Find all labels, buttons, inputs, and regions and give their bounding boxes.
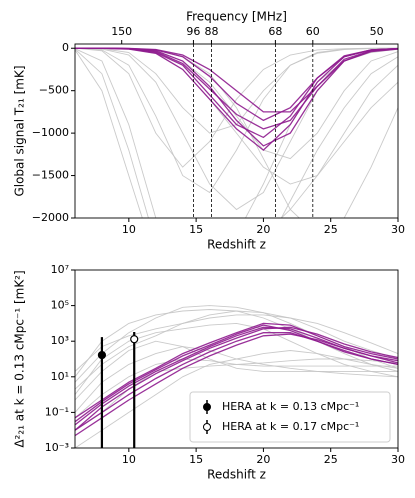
x-axis-title: Redshift z [207, 238, 266, 252]
data-point [97, 350, 107, 360]
x-tick-label: 20 [256, 223, 270, 236]
curve [75, 47, 398, 130]
curve [75, 48, 398, 218]
curve [75, 326, 398, 431]
legend-marker [203, 423, 211, 431]
y-tick-label: 10⁷ [51, 263, 69, 276]
curve [75, 47, 398, 168]
y-axis-title: Global signal T₂₁ [mK] [13, 65, 27, 196]
x2-tick-label: 60 [306, 25, 320, 38]
curve [75, 47, 398, 218]
x-tick-label: 10 [122, 453, 136, 466]
legend-box [189, 391, 391, 443]
curve [75, 47, 398, 147]
y-tick-label: 10⁵ [51, 299, 69, 312]
x-axis-title: Redshift z [207, 468, 266, 482]
y-tick-label: −1000 [32, 126, 69, 139]
curve [75, 333, 398, 437]
curve [75, 49, 398, 218]
curve [75, 314, 398, 372]
legend-marker [203, 403, 211, 411]
curve [75, 340, 398, 401]
plot-area [75, 47, 398, 218]
curve [75, 322, 398, 419]
curve [75, 350, 398, 448]
curve [75, 358, 398, 419]
x-tick-label: 20 [256, 453, 270, 466]
x2-tick-label: 68 [268, 25, 282, 38]
y-tick-label: 10⁻³ [45, 441, 69, 454]
x-tick-label: 30 [391, 453, 405, 466]
x-tick-label: 15 [189, 453, 203, 466]
x2-tick-label: 88 [204, 25, 218, 38]
plot-area [75, 305, 398, 448]
y-axis-title: Δ²₂₁ at k = 0.13 cMpc⁻¹ [mK²] [13, 270, 27, 447]
y-tick-label: 10¹ [51, 370, 69, 383]
x-tick-label: 10 [122, 223, 136, 236]
y-tick-label: −2000 [32, 211, 69, 224]
y-tick-label: 10³ [51, 334, 69, 347]
x2-axis-title: Frequency [MHz] [186, 10, 287, 24]
x-tick-label: 25 [324, 453, 338, 466]
legend-label: HERA at k = 0.13 cMpc⁻¹ [222, 400, 359, 413]
curve [75, 324, 398, 423]
data-point [130, 335, 139, 344]
x2-tick-label: 150 [111, 25, 132, 38]
y-tick-label: 10⁻¹ [45, 405, 69, 418]
y-tick-label: −500 [39, 84, 69, 97]
curve [75, 332, 398, 431]
axes-frame [74, 269, 399, 449]
x-tick-label: 15 [189, 223, 203, 236]
curve [75, 305, 398, 383]
x-tick-label: 25 [324, 223, 338, 236]
x-tick-label: 30 [391, 223, 405, 236]
legend-label: HERA at k = 0.17 cMpc⁻¹ [222, 420, 359, 433]
curve [75, 310, 398, 390]
x2-tick-label: 50 [370, 25, 384, 38]
x2-tick-label: 96 [186, 25, 200, 38]
curve [75, 322, 398, 395]
axes-frame [74, 43, 399, 219]
y-tick-label: 0 [62, 41, 69, 54]
y-tick-label: −1500 [32, 169, 69, 182]
